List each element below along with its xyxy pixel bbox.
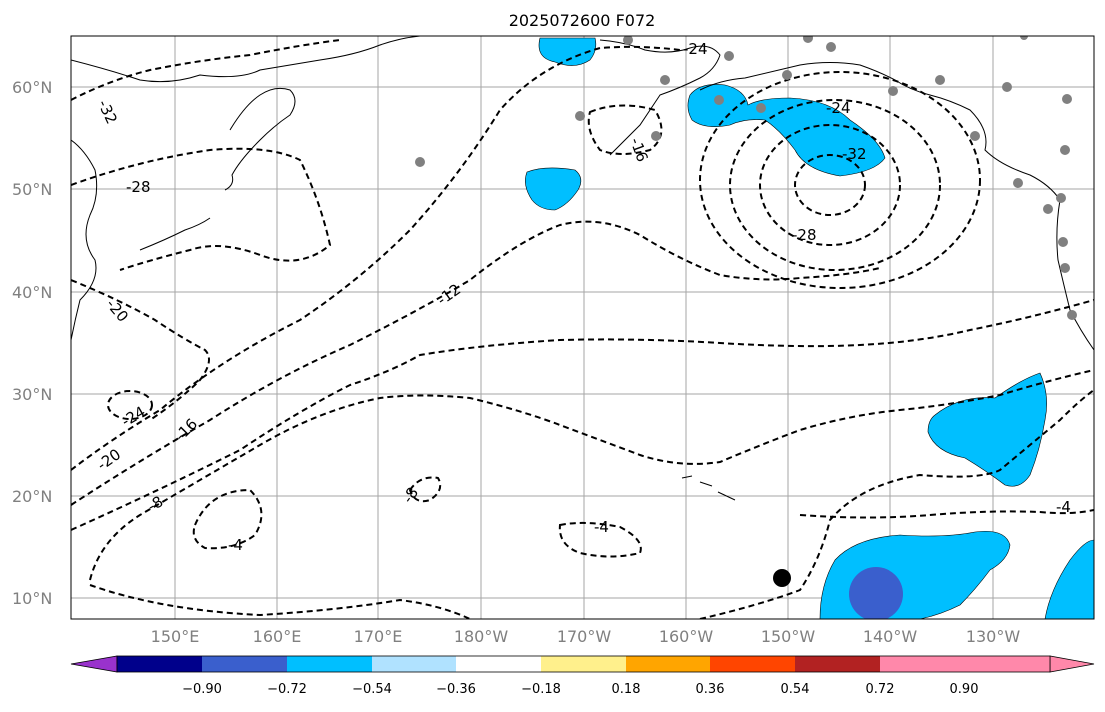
station-dot [803,36,813,43]
contour-label: -8 [399,484,422,507]
station-dot [651,131,661,141]
contour-label: -32 [842,145,867,163]
contour-label: -24 [118,403,148,431]
station-dot [826,42,836,52]
contour-label: -4 [594,518,609,536]
lon-label: 150°W [761,627,816,646]
lon-label: 170°W [557,627,612,646]
contour-label: -32 [94,97,121,127]
colorbar-tick-label: 0.54 [781,682,810,697]
station-dot [1060,263,1070,273]
shade-aleutian [525,167,582,211]
colorbar-cell [287,656,372,672]
colorbar-tick-label: −0.18 [521,682,561,697]
station-dot [1056,193,1066,203]
station-dot [1067,310,1077,320]
colorbar-tick-label: 0.36 [696,682,725,697]
colorbar-tick-label: −0.54 [352,682,392,697]
lon-label: 180°W [454,627,509,646]
station-dot [970,131,980,141]
lat-label: 40°N [12,283,52,302]
station-dot [756,103,766,113]
lat-label: 20°N [12,487,52,506]
map-frame [70,35,1095,620]
colorbar-cell [456,656,541,672]
longitude-labels: 150°E 160°E 170°E 180°W 170°W 160°W 150°… [151,627,1021,646]
colorbar-cell [795,656,880,672]
station-markers [415,36,1077,587]
contour-label: -16 [626,135,651,164]
latitude-labels: 60°N 50°N 40°N 30°N 20°N 10°N [12,78,52,608]
station-dot [415,157,425,167]
contours [71,39,1094,619]
contour-label: -24 [826,99,851,117]
colorbar-cell [964,656,1050,672]
shade-tropical-core [849,567,903,619]
station-dot [724,51,734,61]
station-dot [714,95,724,105]
lat-label: 60°N [12,78,52,97]
lat-label: 30°N [12,385,52,404]
map-title: 2025072600 F072 [509,11,656,30]
coastlines [71,36,1094,501]
shaded-regions [525,37,1094,619]
colorbar-tick-label: 0.72 [866,682,895,697]
lon-label: 150°E [151,627,200,646]
colorbar-cell [372,656,456,672]
lon-label: 170°E [354,627,403,646]
contour-label: -24 [683,40,708,58]
map-area: -24 -24 -32 -28 -28 -32 -20 -24 -16 -20 … [71,36,1094,619]
contour-label: -28 [792,226,817,244]
colorbar: −0.90 −0.72 −0.54 −0.36 −0.18 0.18 0.36 … [70,655,1095,697]
shade-east-pacific [927,372,1047,487]
colorbar-frame [116,655,1051,673]
station-dot [1060,145,1070,155]
station-dot [575,111,585,121]
colorbar-cell [880,656,964,672]
station-dot [782,70,792,80]
colorbar-cell [626,656,710,672]
colorbar-tick-label: −0.36 [436,682,476,697]
station-dot [935,75,945,85]
colorbar-arrow-right [1049,655,1095,673]
lon-label: 140°W [863,627,918,646]
station-dot [1013,178,1023,188]
station-dot [888,86,898,96]
station-dot [1043,204,1053,214]
colorbar-tick-label: 0.18 [612,682,641,697]
contour-label: -12 [434,280,464,309]
station-dot [1062,94,1072,104]
marker-dot [773,569,791,587]
contour-label: -4 [1056,498,1071,516]
lon-label: 130°W [966,627,1021,646]
colorbar-tick-label: −0.72 [267,682,307,697]
colorbar-cells [117,656,1050,672]
contour-label: -20 [103,295,133,325]
shade-corner [1044,539,1094,619]
graticule [71,36,1094,619]
contour-label: -4 [228,536,243,554]
lat-label: 50°N [12,180,52,199]
contour-label: -28 [126,178,151,196]
colorbar-tick-label: −0.90 [182,682,222,697]
colorbar-cell [202,656,287,672]
lon-label: 160°W [659,627,714,646]
station-dot [1020,36,1028,40]
colorbar-arrow-left [70,655,118,673]
station-dot [1002,82,1012,92]
shade-tropical-south [819,531,1011,619]
colorbar-tick-label: 0.90 [950,682,979,697]
lon-label: 160°E [253,627,302,646]
shade-bering-north [538,37,597,66]
colorbar-cell [117,656,202,672]
station-dot [1058,237,1068,247]
colorbar-cell [710,656,795,672]
colorbar-cell [541,656,626,672]
station-dot [623,36,633,45]
station-dot [660,75,670,85]
lat-label: 10°N [12,589,52,608]
colorbar-tick-labels: −0.90 −0.72 −0.54 −0.36 −0.18 0.18 0.36 … [182,682,978,697]
